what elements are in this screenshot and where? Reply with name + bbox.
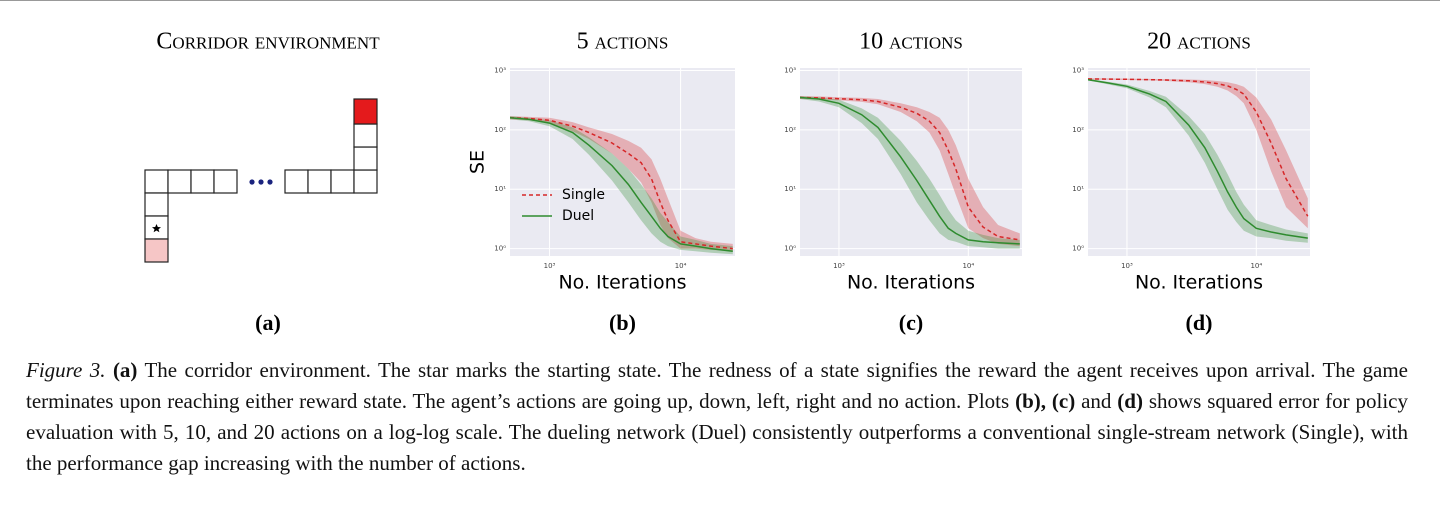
y-tick-label: 10¹ [1072,185,1084,193]
y-tick-label: 10³ [1072,66,1084,74]
confidence-band [510,116,733,252]
line-chart: 10³ 10⁴ 10⁰ 10¹ 10² 10³ 5 actions No. Iteration… [467,29,735,335]
caption-text: The corridor environment. The star marks… [26,358,1408,413]
chart-title: 5 actions [577,29,669,55]
confidence-band [800,96,1020,249]
y-tick-label: 10⁰ [784,245,796,253]
chart-title: 10 actions [859,29,963,55]
cell [144,169,169,194]
series-line [800,96,1020,241]
start-star [152,224,161,233]
corridor-diagram: Corridor environment (a) [144,29,380,335]
figure-graphics: Corridor environment (a) 10³ 10⁴ 10⁰ 10¹ 10²… [144,29,1310,335]
cell [330,169,355,194]
cell [167,169,192,194]
cell [213,169,238,194]
series-line [1088,78,1308,239]
y-axis-label: SE [467,150,489,174]
y-tick-label: 10³ [494,66,506,74]
y-tick-label: 10² [1072,126,1084,134]
x-axis-label: No. Iterations [558,272,686,294]
panel-label: (a) [255,310,281,335]
confidence-band [510,116,733,255]
x-tick-label: 10³ [544,262,556,270]
panel-label: (d) [1186,310,1213,335]
line-chart: 10³ 10⁴ 10⁰ 10¹ 10² 10³ 20 actions No. Iteratio… [1072,29,1310,335]
cell [353,123,378,148]
cell [190,169,215,194]
y-tick-label: 10³ [784,66,796,74]
x-tick-label: 10³ [1121,262,1133,270]
series-line [800,96,1020,245]
cell [307,169,332,194]
y-tick-label: 10² [494,126,506,134]
plot-background [510,68,735,256]
caption-text: shows squared error for policy evaluatio… [26,389,1408,475]
diagram-title: Corridor environment [156,29,380,55]
caption: Figure 3. (a) The corridor environment. … [26,355,1408,479]
y-tick-label: 10¹ [784,185,796,193]
confidence-band [1088,78,1308,229]
y-tick-label: 10¹ [494,185,506,193]
chart-title: 20 actions [1147,29,1251,55]
line-chart: 10³ 10⁴ 10⁰ 10¹ 10² 10³ 10 actions No. Iteratio… [784,29,1022,335]
cell [144,192,169,217]
x-tick-label: 10⁴ [675,262,687,270]
reward-cell [144,238,169,263]
plot-background [1088,68,1310,256]
y-tick-label: 10⁰ [494,245,506,253]
ellipsis-dot [267,179,273,185]
series-line [1088,78,1309,217]
caption-text: and [1075,389,1118,413]
ellipsis-dot [249,179,255,185]
legend-label: Duel [562,208,594,224]
plot-area [510,116,733,255]
x-tick-label: 10³ [833,262,845,270]
plot-area [800,96,1020,249]
series-line [510,116,733,253]
reward-cell [353,98,378,125]
caption-ref: (b), (c) [1015,389,1076,413]
cell [353,169,378,194]
y-tick-label: 10² [784,126,796,134]
y-tick-label: 10⁰ [1072,245,1084,253]
series-line [510,116,733,250]
panel-label: (b) [609,310,636,335]
caption-ref: (a) [112,358,138,382]
cell [353,146,378,171]
ellipsis-dot [258,179,264,185]
caption-ref: (d) [1117,389,1143,413]
x-axis-label: No. Iterations [847,272,975,294]
plot-area [1088,78,1309,243]
cell [284,169,309,194]
x-tick-label: 10⁴ [962,262,974,270]
legend-label: Single [562,187,605,203]
x-tick-label: 10⁴ [1250,262,1262,270]
x-axis-label: No. Iterations [1135,272,1263,294]
panel-label: (c) [899,310,923,335]
confidence-band [800,96,1020,247]
caption-label: Figure 3. [26,358,106,382]
